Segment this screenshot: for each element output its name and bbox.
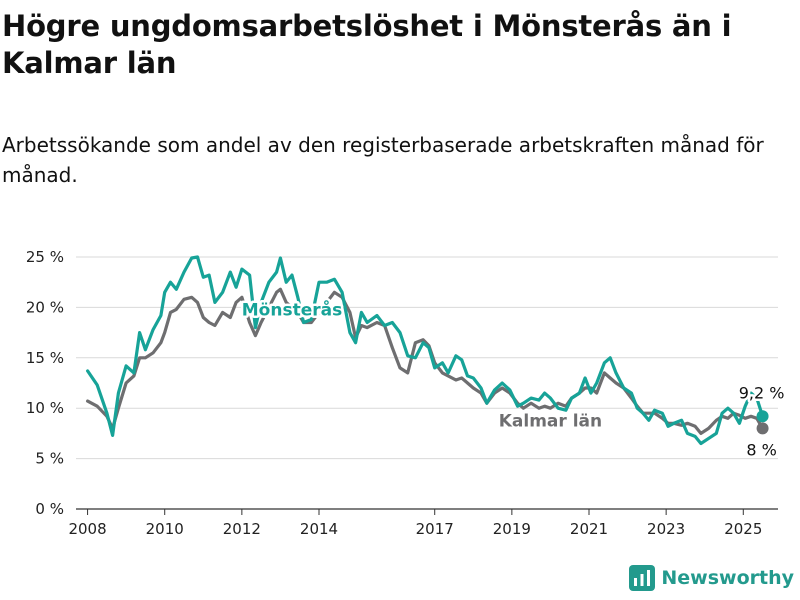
end-label-monsteras: 9,2 %9,2 %: [736, 381, 787, 405]
chart-subtitle: Arbetssökande som andel av den registerb…: [2, 133, 764, 187]
grid-lines: [76, 256, 778, 510]
newsworthy-logo-icon: [629, 565, 656, 591]
y-tick-label: 15 %: [26, 349, 64, 367]
y-tick-label: 25 %: [26, 248, 64, 266]
x-tick-label: 2017: [416, 520, 454, 538]
x-tick-label: 2019: [493, 520, 531, 538]
x-tick-label: 2010: [146, 520, 184, 538]
end-label-kalmar-lan-text: 8 %: [746, 440, 776, 459]
y-tick-label: 0 %: [35, 500, 64, 518]
series-label-kalmar-lan-halo: Kalmar län: [499, 411, 602, 431]
series-line-monsteras: [86, 255, 765, 446]
brand-name: Newsworthy: [661, 567, 794, 589]
series-lines: [86, 255, 769, 446]
axes: 0 % 5 % 10 % 15 % 20 % 25 % 2008 2010 2012 2014 20…: [26, 248, 762, 538]
x-tick-label: 2014: [300, 520, 338, 538]
x-tick-label: 2008: [68, 520, 106, 538]
x-tick-label: 2012: [223, 520, 261, 538]
y-tick-label: 5 %: [35, 450, 64, 468]
endpoint-monsteras: [756, 410, 769, 423]
series-label-monsteras-halo: Mönsterås: [242, 298, 342, 320]
y-tick-label: 10 %: [26, 399, 64, 417]
endpoint-kalmar-lan: [756, 422, 769, 435]
series-label-kalmar-lan-text: Kalmar län: [499, 411, 602, 431]
end-label-monsteras-text: 9,2 %: [739, 383, 785, 402]
end-label-kalmar-lan-halo: 8 %: [746, 440, 776, 459]
x-tick-label: 2023: [647, 520, 685, 538]
chart-title: Högre ungdomsarbetslöshet i Mönsterås än…: [2, 9, 732, 80]
brand-logo: Newsworthy: [629, 564, 794, 592]
x-tick-label: 2021: [570, 520, 608, 538]
end-label-kalmar-lan: 8 %8 %: [744, 438, 779, 462]
end-label-monsteras-halo: 9,2 %: [739, 383, 785, 402]
y-tick-label: 20 %: [26, 298, 64, 316]
series-label-monsteras-text: Mönsterås: [242, 298, 342, 320]
x-tick-label: 2025: [724, 520, 762, 538]
